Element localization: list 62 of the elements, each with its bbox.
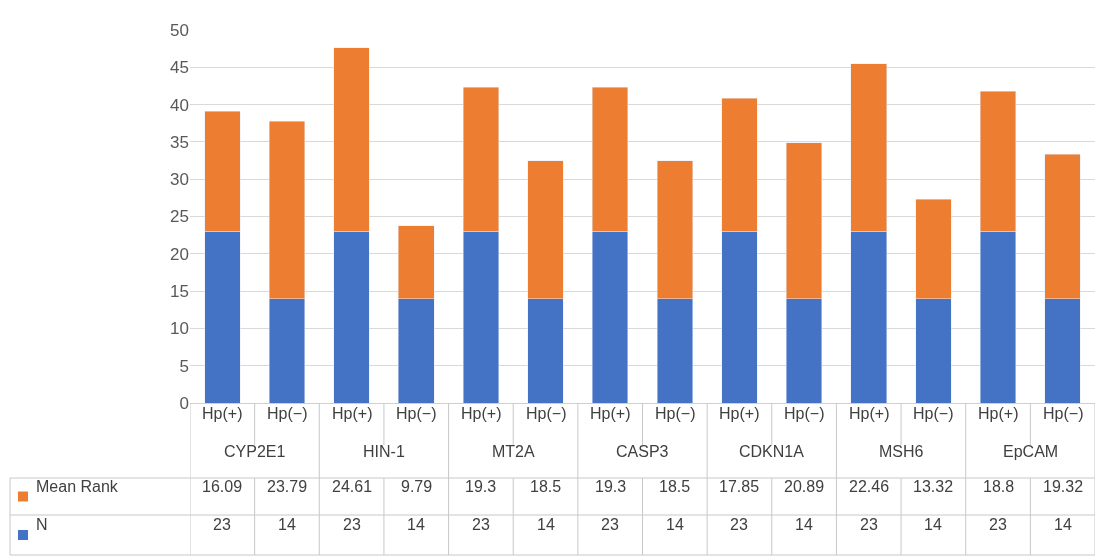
y-tick-label: 10 [170,319,189,339]
data-label: 18.5 [530,478,562,495]
data-label: 22.46 [849,478,890,495]
data-label: 14 [537,516,555,533]
text: CYP2E1 [224,443,286,460]
data-label: 19.32 [1043,478,1084,495]
text: CASP3 [616,443,669,460]
data-label: 23 [343,516,361,533]
y-tick-label: 45 [170,58,189,78]
data-label: 14 [407,516,425,533]
data-label: 23 [601,516,619,533]
x-tick-label: Hp(+) [590,405,631,422]
data-label: 13.32 [913,478,954,495]
text: MT2A [492,443,535,460]
y-tick-label: 50 [170,20,189,40]
data-label: 18.5 [659,478,691,495]
x-tick-label: Hp(−) [784,405,825,422]
x-tick-label: Hp(+) [332,405,373,422]
data-label: 23 [989,516,1007,533]
y-tick-label: 40 [170,95,189,115]
data-label: 14 [666,516,684,533]
x-tick-label: Hp(−) [1043,405,1084,422]
x-tick-label: Hp(−) [526,405,567,422]
text: CDKN1A [739,443,805,460]
x-tick-label: Hp(−) [267,405,308,422]
data-label: 20.89 [784,478,825,495]
data-label: 24.61 [332,478,373,495]
y-tick-label: 15 [170,282,189,302]
data-label: 23.79 [267,478,308,495]
x-tick-label: Hp(−) [913,405,954,422]
text: MSH6 [879,443,924,460]
data-label: 23 [730,516,748,533]
x-tick-label: Hp(+) [978,405,1019,422]
y-tick-label: 0 [179,393,189,413]
data-label: 23 [213,516,231,533]
data-label: 16.09 [202,478,243,495]
data-label: 14 [924,516,942,533]
x-tick-label: Hp(−) [396,405,437,422]
x-tick-label: Hp(−) [655,405,696,422]
data-label: 14 [278,516,296,533]
y-tick-label: 35 [170,132,189,152]
text: HIN-1 [363,443,405,460]
x-tick-label: Hp(+) [719,405,760,422]
data-label: 17.85 [719,478,760,495]
data-label: 19.3 [595,478,627,495]
x-tick-label: Hp(+) [202,405,243,422]
data-label: 19.3 [465,478,497,495]
x-tick-label: Hp(+) [849,405,890,422]
data-label: 23 [860,516,878,533]
legend-label: N [36,516,48,533]
y-tick-label: 25 [170,207,189,227]
data-label: 14 [795,516,813,533]
y-tick-label: 5 [179,356,189,376]
data-label: 14 [1054,516,1072,533]
data-label: 23 [472,516,490,533]
y-tick-label: 20 [170,244,189,264]
data-label: 18.8 [983,478,1015,495]
text: EpCAM [1003,443,1059,460]
y-tick-label: 30 [170,170,189,190]
x-tick-label: Hp(+) [461,405,502,422]
legend-label: Mean Rank [36,478,119,495]
data-label: 9.79 [401,478,433,495]
